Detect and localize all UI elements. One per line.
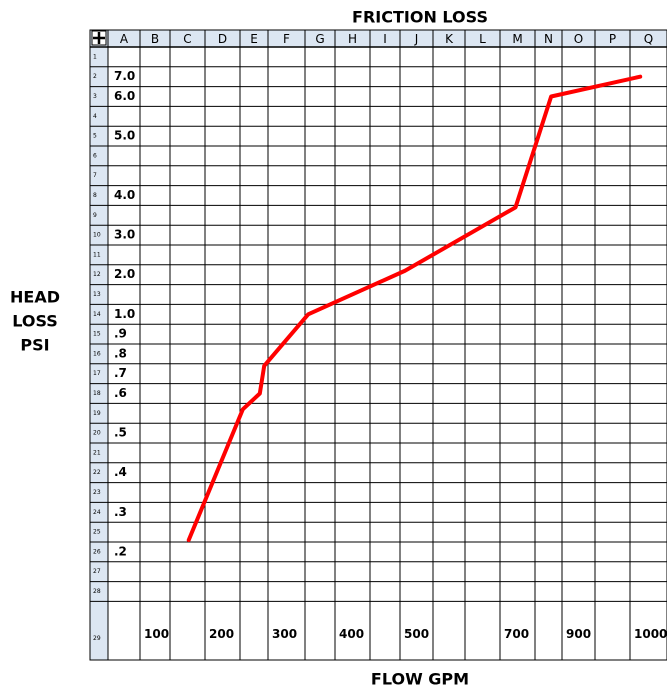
y-tick-label: 3.0: [114, 228, 135, 242]
corner-icon: [93, 32, 105, 44]
x-tick-label: 700: [504, 627, 529, 641]
row-number: 16: [93, 350, 101, 357]
row-number: 14: [93, 311, 101, 318]
row-number: 6: [93, 152, 97, 159]
y-tick-label: 4.0: [114, 188, 135, 202]
column-header: B: [151, 32, 159, 46]
row-number: 17: [93, 370, 101, 377]
row-number: 2: [93, 73, 97, 80]
row-number: 21: [93, 449, 101, 456]
column-header: H: [348, 32, 357, 46]
y-tick-label: .3: [114, 505, 127, 519]
column-header: Q: [644, 32, 653, 46]
column-header: O: [574, 32, 583, 46]
y-tick-label: .5: [114, 426, 127, 440]
y-tick-label: .8: [114, 346, 127, 360]
row-number: 5: [93, 133, 97, 140]
y-tick-label: 1.0: [114, 307, 135, 321]
row-number: 22: [93, 469, 101, 476]
column-header: E: [250, 32, 258, 46]
column-header: K: [445, 32, 454, 46]
x-tick-label: 1000: [634, 627, 667, 641]
column-header: C: [183, 32, 191, 46]
y-tick-label: 6.0: [114, 89, 135, 103]
y-tick-label: .7: [114, 366, 127, 380]
row-number: 19: [93, 410, 101, 417]
column-header: N: [544, 32, 553, 46]
row-number: 25: [93, 529, 101, 536]
row-number: 12: [93, 271, 101, 278]
row-number: 11: [93, 251, 101, 258]
column-header: J: [414, 32, 419, 46]
row-number: 4: [93, 113, 97, 120]
y-tick-label: 7.0: [114, 69, 135, 83]
row-number: 26: [93, 548, 101, 555]
row-number: 7: [93, 172, 97, 179]
row-number: 15: [93, 331, 101, 338]
y-tick-label: 2.0: [114, 267, 135, 281]
row-number: 27: [93, 568, 101, 575]
row-number: 23: [93, 489, 101, 496]
row-number: 8: [93, 192, 97, 199]
row-number: 13: [93, 291, 101, 298]
column-header: A: [120, 32, 129, 46]
y-tick-label: .2: [114, 544, 127, 558]
chart-title: FRICTION LOSS: [352, 8, 488, 27]
row-number: 29: [93, 635, 101, 642]
x-tick-label: 100: [144, 627, 169, 641]
data-line: [186, 74, 643, 543]
x-axis-label: FLOW GPM: [371, 670, 469, 689]
y-tick-label: .9: [114, 327, 127, 341]
x-tick-label: 300: [272, 627, 297, 641]
y-axis-label: LOSS: [12, 312, 58, 331]
y-tick-label: 5.0: [114, 129, 135, 143]
x-tick-label: 200: [209, 627, 234, 641]
column-header: I: [383, 32, 387, 46]
x-tick-label: 400: [339, 627, 364, 641]
column-header: P: [609, 32, 616, 46]
y-axis-label: HEAD: [10, 288, 60, 307]
y-tick-label: .4: [114, 465, 127, 479]
x-tick-label: 900: [566, 627, 591, 641]
x-tick-label: 500: [404, 627, 429, 641]
column-header: M: [512, 32, 522, 46]
row-number: 3: [93, 93, 97, 100]
y-axis-label: PSI: [20, 336, 49, 355]
row-number: 10: [93, 232, 101, 239]
column-header: D: [218, 32, 227, 46]
row-number: 9: [93, 212, 97, 219]
column-header: L: [479, 32, 486, 46]
row-number: 20: [93, 430, 101, 437]
row-number: 1: [93, 53, 97, 60]
y-tick-label: .6: [114, 386, 127, 400]
row-number: 24: [93, 509, 101, 516]
row-number: 18: [93, 390, 101, 397]
row-number: 28: [93, 588, 101, 595]
column-header: G: [315, 32, 324, 46]
column-header: F: [283, 32, 290, 46]
